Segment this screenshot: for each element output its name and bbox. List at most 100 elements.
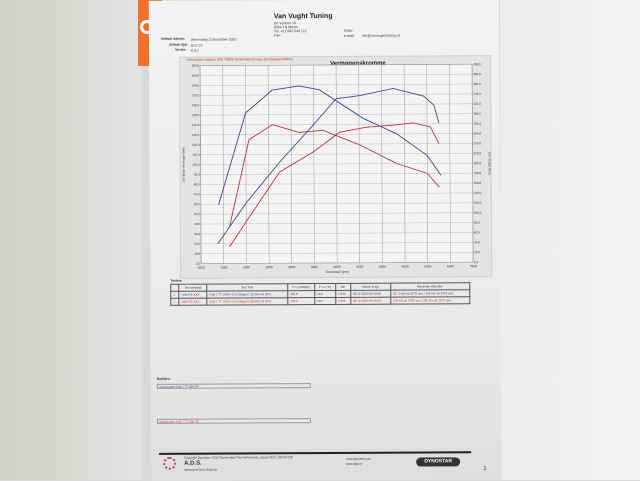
gridline: [358, 64, 361, 263]
ads-logo: [163, 456, 177, 470]
y-tick-label: 10.0: [194, 252, 200, 256]
brand-sub: Advanced Dyno Solution: [184, 467, 218, 472]
gridline: [267, 65, 270, 264]
fax: Fax:: [273, 33, 281, 38]
y-tick-label: 40.0: [194, 222, 200, 226]
gridline: [199, 65, 202, 264]
y2-tick-label: 180.0: [474, 171, 482, 175]
y2-tick-label: 120.0: [474, 201, 482, 205]
y-tick-label: 180.0: [192, 83, 200, 87]
y-tick-label: 190.0: [192, 74, 200, 78]
y-tick-label: 0.0: [196, 262, 201, 266]
website: www.dde.nl: [346, 461, 362, 466]
y2-tick-label: 20.0: [474, 250, 480, 254]
y-tick-label: 90.0: [194, 173, 200, 177]
dynostar-logo: DYNOSTAR: [416, 457, 461, 467]
label: Afdruk tijd:: [168, 42, 188, 47]
table-cell: 2: [170, 298, 179, 306]
x-tick-label: 1500: [220, 266, 227, 270]
power-curve-run1: [217, 87, 440, 245]
x-axis-label: Toerental (rpm): [325, 270, 349, 274]
email: info@vanvught-tuning.nl: [361, 33, 400, 38]
gridline: [313, 65, 315, 264]
x-tick-label: 3500: [311, 265, 318, 269]
test-table: Test bestand Test Titel P Lo (kW/pk) T Lo (…: [170, 282, 470, 306]
y2-tick-label: 100.0: [474, 211, 482, 215]
x-tick-label: 2000: [243, 265, 250, 269]
table-cell: Golf 7 TT 100% V1.0 50kgm2 DB 90% AI 30%: [206, 297, 288, 306]
x-tick-label: 4500: [356, 265, 363, 269]
y2-tick-label: 220.0: [474, 151, 482, 155]
divider: [159, 451, 472, 455]
page-number: 1: [483, 466, 487, 473]
table-cell: 02-12-2020 09:26:01: [350, 297, 391, 305]
y2-tick-label: 60.0: [474, 230, 480, 234]
gridline: [381, 64, 383, 263]
y2-tick-label: 320.0: [473, 102, 481, 106]
gsm: GSM:: [343, 28, 353, 33]
y-tick-label: 80.0: [194, 182, 200, 186]
gridline: [449, 64, 451, 263]
table-cell: 140 kW @ 5700 rpm / 280 Nm @ 2570 rpm: [390, 296, 470, 305]
y2-tick-label: 40.0: [474, 240, 480, 244]
gridline: [245, 65, 247, 264]
chart-svg: 200.0 400.0 190.0 380.0 180.0 360.0 170.0 340.0…: [182, 62, 492, 274]
y-tick-label: 70.0: [194, 192, 200, 196]
version: 6.4.2: [190, 48, 199, 53]
y2-tick-label: 160.0: [474, 181, 482, 185]
company-name: Van Vught Tuning: [273, 12, 333, 21]
y2-tick-label: 0.0: [474, 260, 479, 264]
x-tick-label: 6000: [424, 264, 431, 268]
power-curve-run2: [229, 122, 440, 247]
copyright: Copyright Dynostar / DDE Roosendaal The …: [184, 455, 293, 460]
y-tick-label: 50.0: [194, 212, 200, 216]
y-tick-label: 130.0: [192, 133, 200, 137]
y-tick-label: 60.0: [194, 202, 200, 206]
notes-title: Notities:: [156, 376, 171, 381]
y-axis-label: DIN Motor Vermogen (kW): [182, 147, 186, 182]
print-date: Woensdag 2 December 2020: [190, 37, 237, 42]
note-field: Volkswagen Golf 7 TT 300 PS: [156, 418, 311, 424]
y2-tick-label: 200.0: [474, 161, 482, 165]
y2-tick-label: 260.0: [473, 131, 481, 135]
table-cell: 1: [170, 291, 179, 299]
y2-tick-label: 340.0: [473, 92, 481, 96]
background: [0, 0, 142, 480]
y2-tick-label: 360.0: [473, 82, 481, 86]
torque-curve-run2: [229, 124, 440, 227]
y-tick-label: 150.0: [192, 113, 200, 117]
website: www.dynostar.com: [346, 456, 372, 461]
table-cell: 109.0: [287, 297, 315, 305]
label: Versie:: [174, 47, 187, 52]
column-header: [170, 284, 179, 292]
x-tick-label: 7000: [470, 264, 477, 268]
dyno-chart: Vermogenskromme 200.0 400.0 190.0 380.0 180.…: [179, 55, 493, 279]
y2-tick-label: 80.0: [474, 221, 480, 225]
print-time: 9:47:27: [190, 43, 203, 48]
email-label: e-mail:: [343, 33, 355, 38]
brand: A.D.S.: [184, 460, 202, 467]
background: [500, 0, 640, 480]
table-title: Testen:: [170, 278, 183, 283]
y-tick-label: 30.0: [194, 232, 200, 236]
x-tick-label: 2500: [266, 265, 273, 269]
gridline: [403, 64, 406, 263]
gridline: [335, 64, 338, 263]
y2-axis-label: DIN Torque (Nm): [488, 152, 492, 175]
x-tick-label: 5000: [379, 265, 386, 269]
gridline: [290, 65, 293, 264]
y2-tick-label: 280.0: [473, 122, 481, 126]
gridline: [222, 65, 225, 264]
y-tick-label: 120.0: [192, 143, 200, 147]
y2-tick-label: 300.0: [473, 112, 481, 116]
y-tick-label: 20.0: [194, 242, 200, 246]
x-tick-label: 3000: [288, 265, 295, 269]
y-tick-label: 100.0: [192, 163, 200, 167]
table-cell: VAN-FG-XXX: [178, 298, 207, 306]
y2-tick-label: 400.0: [473, 62, 481, 66]
gridline: [471, 64, 474, 263]
y-tick-label: 110.0: [192, 153, 200, 157]
x-tick-label: 6500: [447, 264, 454, 268]
table-row[interactable]: 2 VAN-FG-XXX Golf 7 TT 100% V1.0 50kgm2 DB…: [170, 296, 470, 306]
table-cell: 10.6: [314, 297, 336, 305]
